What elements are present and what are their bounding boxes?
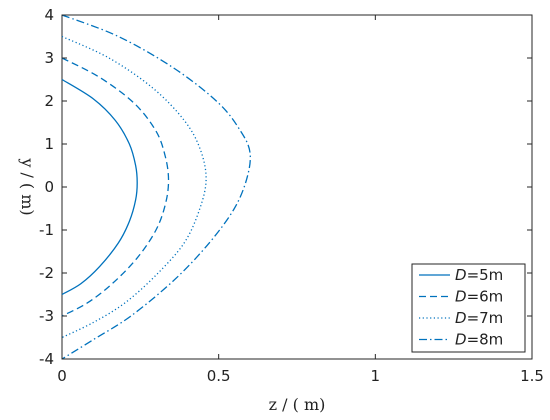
y-tick-label: 0	[44, 178, 54, 196]
y-tick-label: 4	[44, 6, 54, 24]
x-axis-label: z / ( m)	[269, 395, 326, 414]
legend-variable: D	[455, 266, 467, 284]
y-tick-label: 1	[44, 135, 54, 153]
legend-value: =6m	[467, 288, 504, 306]
x-tick-label: 0.5	[207, 367, 231, 385]
y-tick-label: -3	[39, 307, 54, 325]
legend-variable: D	[455, 331, 467, 349]
y-ticks-group: 4 3 2 1 0 -1 -2 -3 -4	[39, 6, 532, 368]
legend-value: =5m	[467, 266, 504, 284]
legend-value: =7m	[467, 309, 504, 327]
y-tick-label: 2	[44, 92, 54, 110]
y-tick-label: -2	[39, 264, 54, 282]
y-tick-label: -1	[39, 221, 54, 239]
curves-group	[61, 14, 251, 360]
series-line-1	[61, 78, 138, 296]
legend-label-1: D=5m	[455, 266, 503, 284]
series-line-4	[61, 14, 251, 360]
x-tick-label: 0	[57, 367, 67, 385]
legend-variable: D	[455, 309, 467, 327]
legend-label-2: D=6m	[455, 288, 503, 306]
x-tick-label: 1.5	[520, 367, 544, 385]
x-tick-label: 1	[371, 367, 381, 385]
legend-variable: D	[455, 288, 467, 306]
legend-label-3: D=7m	[455, 309, 503, 327]
legend: D=5mD=6mD=7mD=8m	[411, 263, 526, 353]
y-tick-label: -4	[39, 350, 54, 368]
legend-box	[411, 263, 526, 353]
y-axis-label: y / ( m)	[18, 157, 37, 215]
y-tick-label: 3	[44, 49, 54, 67]
series-line-2	[61, 57, 170, 317]
legend-value: =8m	[467, 331, 504, 349]
x-ticks-group: 0 0.5 1 1.5	[57, 15, 544, 385]
legend-label-4: D=8m	[455, 331, 503, 349]
series-line-3	[61, 35, 207, 339]
